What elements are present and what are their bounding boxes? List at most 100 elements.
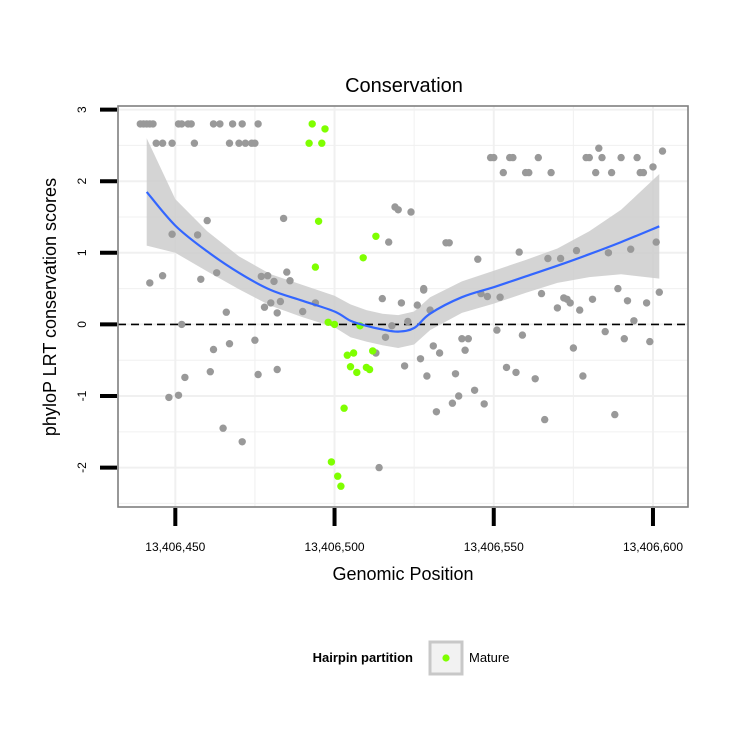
point-other (388, 322, 396, 330)
point-other (267, 299, 275, 307)
point-other (260, 303, 269, 311)
legend: Hairpin partition Mature (313, 640, 509, 676)
point-other (216, 120, 224, 128)
point-other (407, 208, 415, 216)
x-axis-label: Genomic Position (332, 564, 473, 584)
point-mature (369, 347, 377, 355)
point-other (238, 120, 246, 128)
point-other (397, 299, 406, 307)
point-other (649, 163, 657, 171)
y-axis-label: phyloP LRT conservation scores (40, 178, 60, 436)
point-other (197, 275, 205, 283)
point-other (416, 355, 425, 363)
point-mature (318, 139, 326, 147)
point-other (394, 206, 402, 214)
point-other (541, 415, 549, 424)
point-other (509, 153, 517, 162)
point-other (254, 120, 262, 128)
point-other (531, 375, 539, 383)
point-other (617, 153, 625, 162)
point-other (595, 144, 603, 152)
point-other (299, 307, 307, 316)
point-other (496, 293, 504, 301)
point-other (225, 340, 234, 348)
panel-border (117, 105, 689, 508)
point-other (203, 216, 211, 225)
point-other (604, 249, 613, 257)
point-other (611, 410, 619, 419)
y-tick-label: -2 (75, 462, 89, 473)
point-other (579, 372, 587, 380)
point-mature (349, 349, 358, 357)
data-points (136, 120, 667, 490)
panel-background (118, 106, 688, 507)
point-other (474, 255, 482, 263)
point-other (385, 238, 393, 246)
point-other (209, 120, 218, 128)
confidence-ribbon (146, 138, 660, 348)
point-other (601, 327, 609, 336)
x-tick-label: 13,406,550 (464, 540, 524, 554)
point-other (254, 370, 262, 379)
point-other (251, 139, 259, 147)
point-other (576, 306, 584, 314)
point-other (190, 139, 199, 147)
legend-key-mature-icon (442, 654, 450, 662)
point-other (168, 230, 176, 238)
point-other (493, 326, 501, 334)
point-other (165, 393, 173, 402)
point-other (423, 372, 431, 380)
x-tick-label: 13,406,450 (145, 540, 205, 554)
point-other (623, 297, 632, 305)
point-other (273, 365, 281, 374)
point-other (149, 120, 157, 128)
point-other (658, 147, 667, 155)
point-other (515, 248, 523, 256)
x-tick-label: 13,406,600 (623, 540, 683, 554)
x-tick-label: 13,406,500 (305, 540, 365, 554)
point-other (241, 139, 250, 147)
point-other (193, 231, 202, 239)
point-other (276, 297, 285, 306)
point-other (598, 153, 606, 162)
point-mature (321, 125, 329, 133)
point-other (445, 239, 453, 247)
y-tick-label: 2 (75, 178, 89, 185)
point-other (404, 317, 412, 326)
point-other (219, 424, 227, 432)
point-mature (308, 120, 316, 128)
y-tick-label: 1 (75, 249, 89, 256)
point-other (572, 246, 581, 255)
point-other (400, 362, 409, 370)
point-other (238, 438, 246, 446)
point-mature (305, 139, 313, 147)
point-other (381, 333, 390, 341)
point-mature (330, 320, 339, 329)
plot-panel (117, 105, 689, 508)
point-other (566, 299, 574, 307)
point-mature (311, 263, 320, 271)
point-other (585, 153, 593, 162)
point-other (451, 370, 460, 378)
point-other (270, 277, 278, 286)
point-other (490, 153, 498, 162)
point-other (556, 254, 565, 263)
point-other (435, 349, 444, 357)
point-other (257, 272, 265, 281)
point-other (455, 392, 463, 400)
point-mature (340, 404, 348, 412)
point-other (642, 299, 651, 307)
point-mature (324, 318, 332, 326)
point-other (537, 289, 546, 298)
point-other (652, 238, 660, 246)
point-other (588, 295, 597, 303)
point-other (174, 391, 183, 399)
point-other (283, 268, 291, 276)
point-other (627, 245, 635, 253)
point-other (480, 400, 488, 408)
point-other (222, 308, 230, 316)
point-other (607, 168, 616, 177)
point-mature (346, 363, 355, 371)
y-tick-label: 3 (75, 106, 89, 113)
